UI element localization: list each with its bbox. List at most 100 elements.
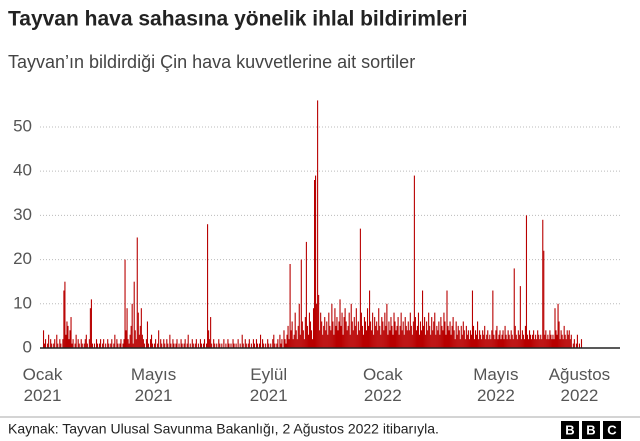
bar	[375, 325, 377, 348]
logo-box	[603, 421, 621, 439]
bar	[404, 317, 406, 348]
bar	[483, 334, 485, 348]
bar	[498, 334, 500, 348]
bar	[371, 330, 373, 348]
bar	[169, 334, 171, 348]
bar	[265, 343, 267, 348]
bar	[299, 334, 301, 348]
bar	[338, 321, 340, 348]
bar	[573, 339, 575, 348]
bar	[276, 343, 278, 348]
bar	[347, 325, 349, 348]
bar	[356, 334, 358, 348]
bar	[89, 308, 91, 348]
bar	[50, 339, 52, 348]
bar	[401, 330, 403, 348]
bar	[514, 325, 516, 348]
bar	[495, 330, 497, 348]
bar	[221, 343, 223, 348]
bar	[213, 339, 215, 348]
bar	[446, 290, 448, 348]
bar	[473, 339, 476, 348]
bar	[485, 339, 487, 348]
bar	[330, 330, 332, 348]
bar	[451, 325, 453, 348]
bar	[440, 317, 442, 348]
bar	[527, 339, 530, 348]
bar	[172, 339, 174, 348]
bar	[93, 343, 96, 348]
bar	[127, 339, 129, 348]
bar	[187, 334, 189, 348]
bar	[99, 343, 101, 348]
bar	[341, 312, 343, 348]
bar	[542, 219, 544, 348]
bar	[88, 339, 90, 348]
bar	[230, 343, 232, 348]
bar	[403, 334, 405, 348]
bar	[64, 281, 66, 348]
bar	[423, 325, 425, 348]
bar	[565, 339, 567, 348]
bar	[431, 317, 433, 348]
bar	[502, 330, 504, 348]
bar	[51, 343, 53, 348]
bar	[382, 321, 384, 348]
bar	[283, 330, 285, 348]
bar	[84, 339, 86, 348]
bar	[432, 330, 434, 348]
bar	[66, 321, 68, 348]
bar	[245, 343, 247, 348]
bar	[511, 334, 513, 348]
bar	[199, 339, 201, 348]
bar	[353, 317, 355, 348]
bar	[131, 303, 133, 348]
bar	[494, 339, 496, 348]
bar	[385, 325, 387, 348]
source: Kaynak: Tayvan Ulusal Savunma Bakanlığı,…	[8, 421, 439, 437]
bar	[366, 308, 369, 348]
bar	[562, 339, 564, 348]
bar	[167, 343, 169, 348]
bar	[329, 325, 331, 348]
bar	[323, 325, 325, 348]
bar	[383, 330, 385, 348]
bar	[536, 339, 538, 348]
bar	[244, 339, 246, 348]
bar	[211, 343, 213, 348]
bar	[546, 339, 548, 348]
bar	[60, 343, 62, 348]
bar	[398, 334, 400, 348]
bar	[551, 339, 553, 348]
bar	[350, 303, 352, 348]
bar	[71, 343, 73, 348]
bar	[95, 339, 98, 348]
bar	[304, 317, 306, 348]
bar	[552, 334, 554, 348]
bar	[357, 321, 359, 348]
bar	[293, 334, 295, 348]
bar	[120, 339, 122, 348]
bar	[560, 330, 562, 348]
bar	[484, 325, 486, 348]
bar	[559, 339, 561, 348]
bar	[474, 330, 477, 348]
bar	[288, 339, 290, 348]
bar	[285, 343, 287, 348]
bar	[197, 343, 199, 348]
bar	[78, 343, 80, 348]
bar	[155, 339, 157, 348]
bar	[210, 317, 212, 348]
bar	[125, 330, 127, 348]
bar	[505, 334, 507, 348]
bar	[158, 330, 160, 348]
y-tick-label: 40	[13, 161, 32, 180]
bar	[232, 339, 234, 348]
bar	[434, 312, 436, 348]
bar	[150, 334, 153, 348]
bar	[346, 330, 348, 348]
bar	[227, 339, 229, 348]
bar	[175, 343, 177, 348]
bar	[259, 334, 262, 348]
bar	[322, 334, 324, 348]
